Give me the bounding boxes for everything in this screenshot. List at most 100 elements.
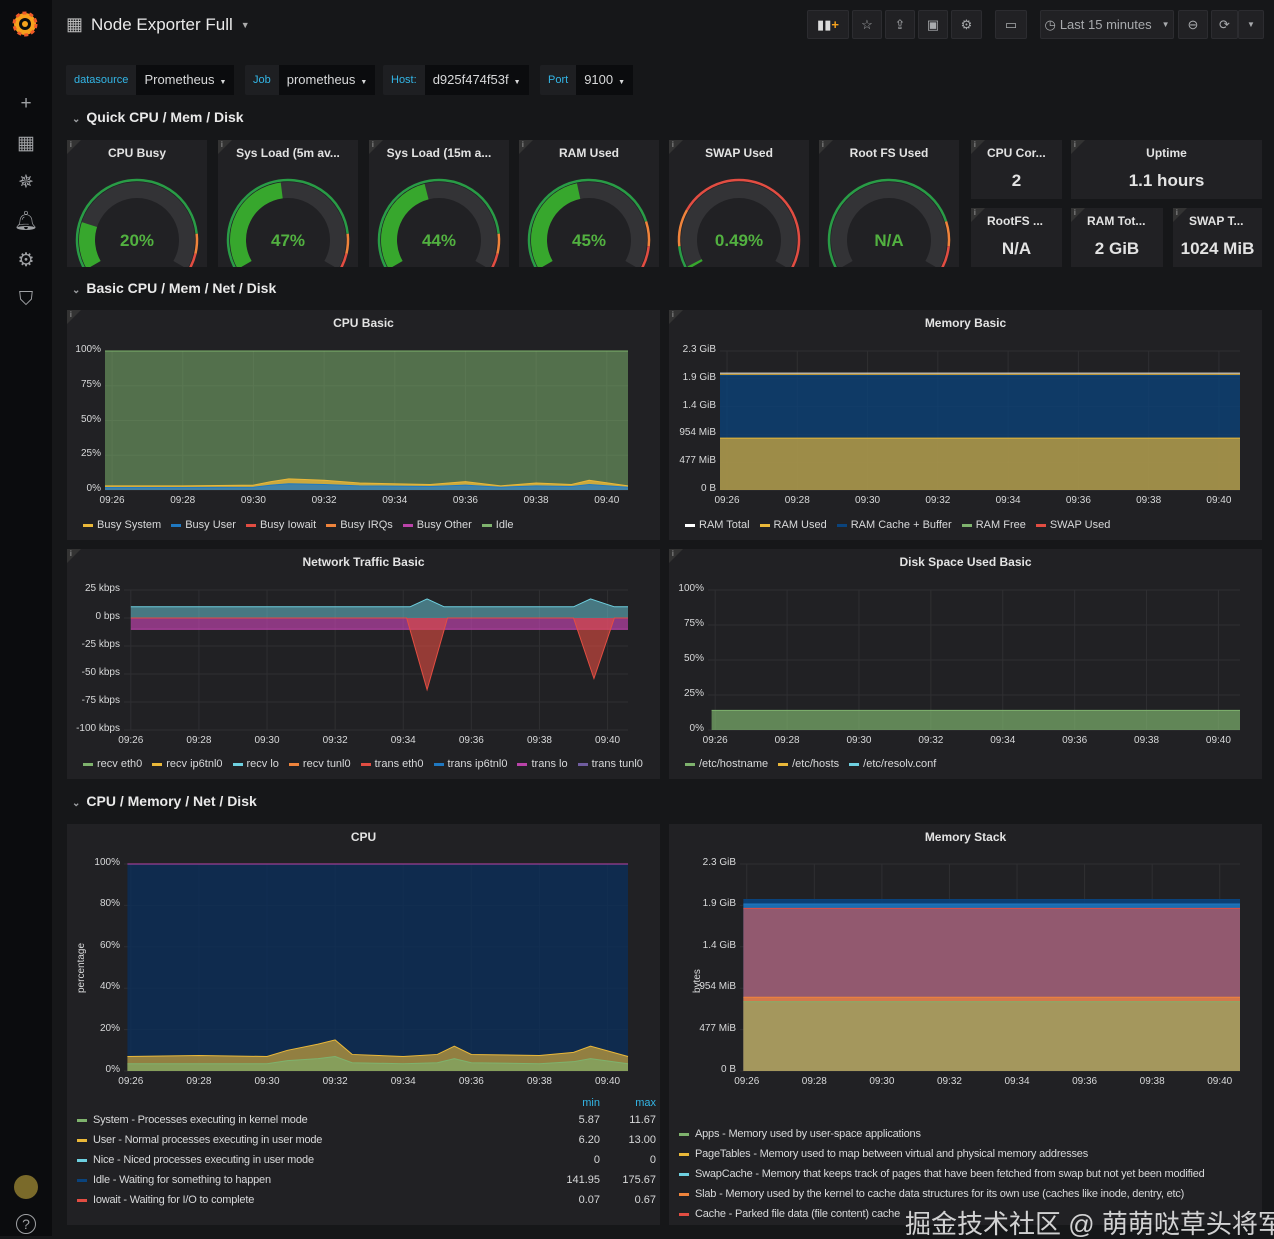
- shield-icon[interactable]: ⛉: [18, 289, 34, 310]
- info-icon[interactable]: i: [67, 310, 81, 324]
- info-icon[interactable]: i: [971, 208, 985, 222]
- legend-item[interactable]: RAM Used: [759, 519, 827, 531]
- save-button[interactable]: ▣: [918, 10, 948, 39]
- graph-panel-cpu-basic[interactable]: i CPU Basic 0% 25% 50% 75% 100% 09:26 09:28 09:30…: [67, 310, 660, 540]
- star-button[interactable]: ☆: [852, 10, 882, 39]
- legend-item[interactable]: Busy User: [171, 519, 236, 531]
- gear-icon[interactable]: ⚙: [17, 250, 35, 271]
- settings-button[interactable]: ⚙: [951, 10, 982, 39]
- info-icon[interactable]: i: [67, 549, 81, 563]
- legend-item[interactable]: Iowait - Waiting for I/O to complete 0.07…: [77, 1190, 656, 1210]
- legend-header-max[interactable]: max: [635, 1097, 656, 1109]
- time-picker[interactable]: ◷ Last 15 minutes ▼: [1040, 10, 1174, 39]
- add-panel-button[interactable]: ▮▮+: [807, 10, 849, 39]
- legend-item[interactable]: System - Processes executing in kernel m…: [77, 1110, 656, 1130]
- help-icon[interactable]: ?: [16, 1214, 36, 1234]
- info-icon[interactable]: i: [971, 140, 985, 154]
- zoom-out-button[interactable]: ⊖: [1178, 10, 1208, 39]
- legend-item[interactable]: Cache - Parked file data (file content) …: [679, 1204, 1258, 1224]
- plus-icon[interactable]: +: [20, 93, 32, 114]
- legend-item[interactable]: User - Normal processes executing in use…: [77, 1130, 656, 1150]
- graph-panel-network-basic[interactable]: i Network Traffic Basic 25 kbps 0 bps -25 kb…: [67, 549, 660, 779]
- legend-item[interactable]: Busy Iowait: [245, 519, 316, 531]
- stat-panel-swap-t[interactable]: i SWAP T... 1024 MiB: [1173, 208, 1262, 267]
- legend-item[interactable]: SwapCache - Memory that keeps track of p…: [679, 1164, 1258, 1184]
- info-icon[interactable]: i: [1071, 208, 1085, 222]
- info-icon[interactable]: i: [369, 140, 383, 154]
- legend-item[interactable]: Idle - Waiting for something to happen 14…: [77, 1170, 656, 1190]
- avatar[interactable]: [14, 1175, 38, 1199]
- legend-item[interactable]: PageTables - Memory used to map between …: [679, 1144, 1258, 1164]
- variable-host[interactable]: Host: d925f474f53f ▼: [383, 65, 529, 95]
- graph-panel-cpu[interactable]: CPU 0% 20% 40% 60% 80% 100% 09:26 09:28 09:30 09:3…: [67, 824, 660, 1225]
- legend-item[interactable]: /etc/hostname: [685, 758, 768, 770]
- legend-label: Idle - Waiting for something to happen: [93, 1174, 271, 1186]
- stat-panel-rootfs[interactable]: i RootFS ... N/A: [971, 208, 1062, 267]
- info-icon[interactable]: i: [819, 140, 833, 154]
- legend-item[interactable]: Busy IRQs: [326, 519, 393, 531]
- legend-item[interactable]: trans eth0: [360, 758, 424, 770]
- legend-item[interactable]: recv tunl0: [288, 758, 351, 770]
- legend-item[interactable]: trans ip6tnl0: [433, 758, 507, 770]
- info-icon[interactable]: i: [1071, 140, 1085, 154]
- y-tick-label: 80%: [99, 898, 120, 910]
- dashboard-title[interactable]: ▦ Node Exporter Full ▼: [66, 14, 250, 34]
- variable-port[interactable]: Port 9100 ▼: [540, 65, 634, 95]
- legend-item[interactable]: RAM Free: [961, 519, 1026, 531]
- legend-item[interactable]: recv lo: [232, 758, 279, 770]
- legend-item[interactable]: Idle: [481, 519, 514, 531]
- row-quick-cpu-mem-disk[interactable]: ⌄ Quick CPU / Mem / Disk: [72, 109, 244, 125]
- variable-value-dropdown[interactable]: 9100 ▼: [576, 65, 634, 95]
- bell-icon[interactable]: 🔔︎: [14, 211, 39, 232]
- legend-item[interactable]: trans tunl0: [577, 758, 643, 770]
- refresh-interval-dropdown[interactable]: ▼: [1238, 10, 1264, 39]
- legend-item[interactable]: trans lo: [517, 758, 568, 770]
- legend-item[interactable]: /etc/hosts: [778, 758, 839, 770]
- legend-item[interactable]: Nice - Niced processes executing in user…: [77, 1150, 656, 1170]
- graph-panel-memory-stack[interactable]: Memory Stack 0 B 477 MiB 954 MiB 1.4 GiB 1.9 …: [669, 824, 1262, 1225]
- legend-item[interactable]: RAM Cache + Buffer: [836, 519, 952, 531]
- legend-item[interactable]: SWAP Used: [1035, 519, 1110, 531]
- gauge-panel-ram-used[interactable]: i RAM Used 45%: [519, 140, 659, 267]
- legend-item[interactable]: recv ip6tnl0: [152, 758, 223, 770]
- variable-job[interactable]: Job prometheus ▼: [245, 65, 376, 95]
- variable-value-dropdown[interactable]: prometheus ▼: [278, 65, 376, 95]
- legend-item[interactable]: Slab - Memory used by the kernel to cach…: [679, 1184, 1258, 1204]
- gauge-panel-sys-load-15m-a[interactable]: i Sys Load (15m a... 44%: [369, 140, 509, 267]
- legend-item[interactable]: Busy Other: [402, 519, 472, 531]
- stat-panel-uptime[interactable]: i Uptime 1.1 hours: [1071, 140, 1262, 199]
- grafana-logo-icon[interactable]: [10, 9, 40, 39]
- row-cpu-memory-net-disk[interactable]: ⌄ CPU / Memory / Net / Disk: [72, 793, 257, 809]
- tv-mode-button[interactable]: ▭: [995, 10, 1027, 39]
- refresh-button[interactable]: ⟳: [1211, 10, 1238, 39]
- gauge-panel-root-fs-used[interactable]: i Root FS Used N/A: [819, 140, 959, 267]
- info-icon[interactable]: i: [67, 140, 81, 154]
- variable-value-dropdown[interactable]: d925f474f53f ▼: [424, 65, 529, 95]
- stat-panel-ram-tot[interactable]: i RAM Tot... 2 GiB: [1071, 208, 1163, 267]
- gauge-panel-cpu-busy[interactable]: i CPU Busy 20%: [67, 140, 207, 267]
- legend-item[interactable]: Apps - Memory used by user-space applica…: [679, 1124, 1258, 1144]
- legend-item[interactable]: RAM Total: [685, 519, 750, 531]
- gauge-panel-swap-used[interactable]: i SWAP Used 0.49%: [669, 140, 809, 267]
- legend-item[interactable]: Busy System: [83, 519, 161, 531]
- legend-item[interactable]: recv eth0: [83, 758, 142, 770]
- info-icon[interactable]: i: [669, 310, 683, 324]
- legend-item[interactable]: /etc/resolv.conf: [849, 758, 936, 770]
- info-icon[interactable]: i: [669, 549, 683, 563]
- info-icon[interactable]: i: [669, 140, 683, 154]
- row-basic-cpu-mem-net-disk[interactable]: ⌄ Basic CPU / Mem / Net / Disk: [72, 280, 277, 296]
- variable-datasource[interactable]: datasource Prometheus ▼: [66, 65, 235, 95]
- gauge-panel-sys-load-5m-av[interactable]: i Sys Load (5m av... 47%: [218, 140, 358, 267]
- info-icon[interactable]: i: [1173, 208, 1187, 222]
- graph-panel-disk-basic[interactable]: i Disk Space Used Basic 0% 25% 50% 75% 100% 09:…: [669, 549, 1262, 779]
- graph-panel-memory-basic[interactable]: i Memory Basic 0 B 477 MiB 954 MiB 1.4 GiB 1.9…: [669, 310, 1262, 540]
- stat-panel-cpu-cor[interactable]: i CPU Cor... 2: [971, 140, 1062, 199]
- info-icon[interactable]: i: [218, 140, 232, 154]
- dashboards-icon[interactable]: ▦: [17, 133, 35, 154]
- explore-compass-icon[interactable]: ✵: [18, 172, 34, 193]
- legend-header-min[interactable]: min: [582, 1097, 600, 1109]
- x-tick-label: 09:38: [1136, 495, 1162, 506]
- share-button[interactable]: ⇪: [885, 10, 915, 39]
- info-icon[interactable]: i: [519, 140, 533, 154]
- variable-value-dropdown[interactable]: Prometheus ▼: [136, 65, 235, 95]
